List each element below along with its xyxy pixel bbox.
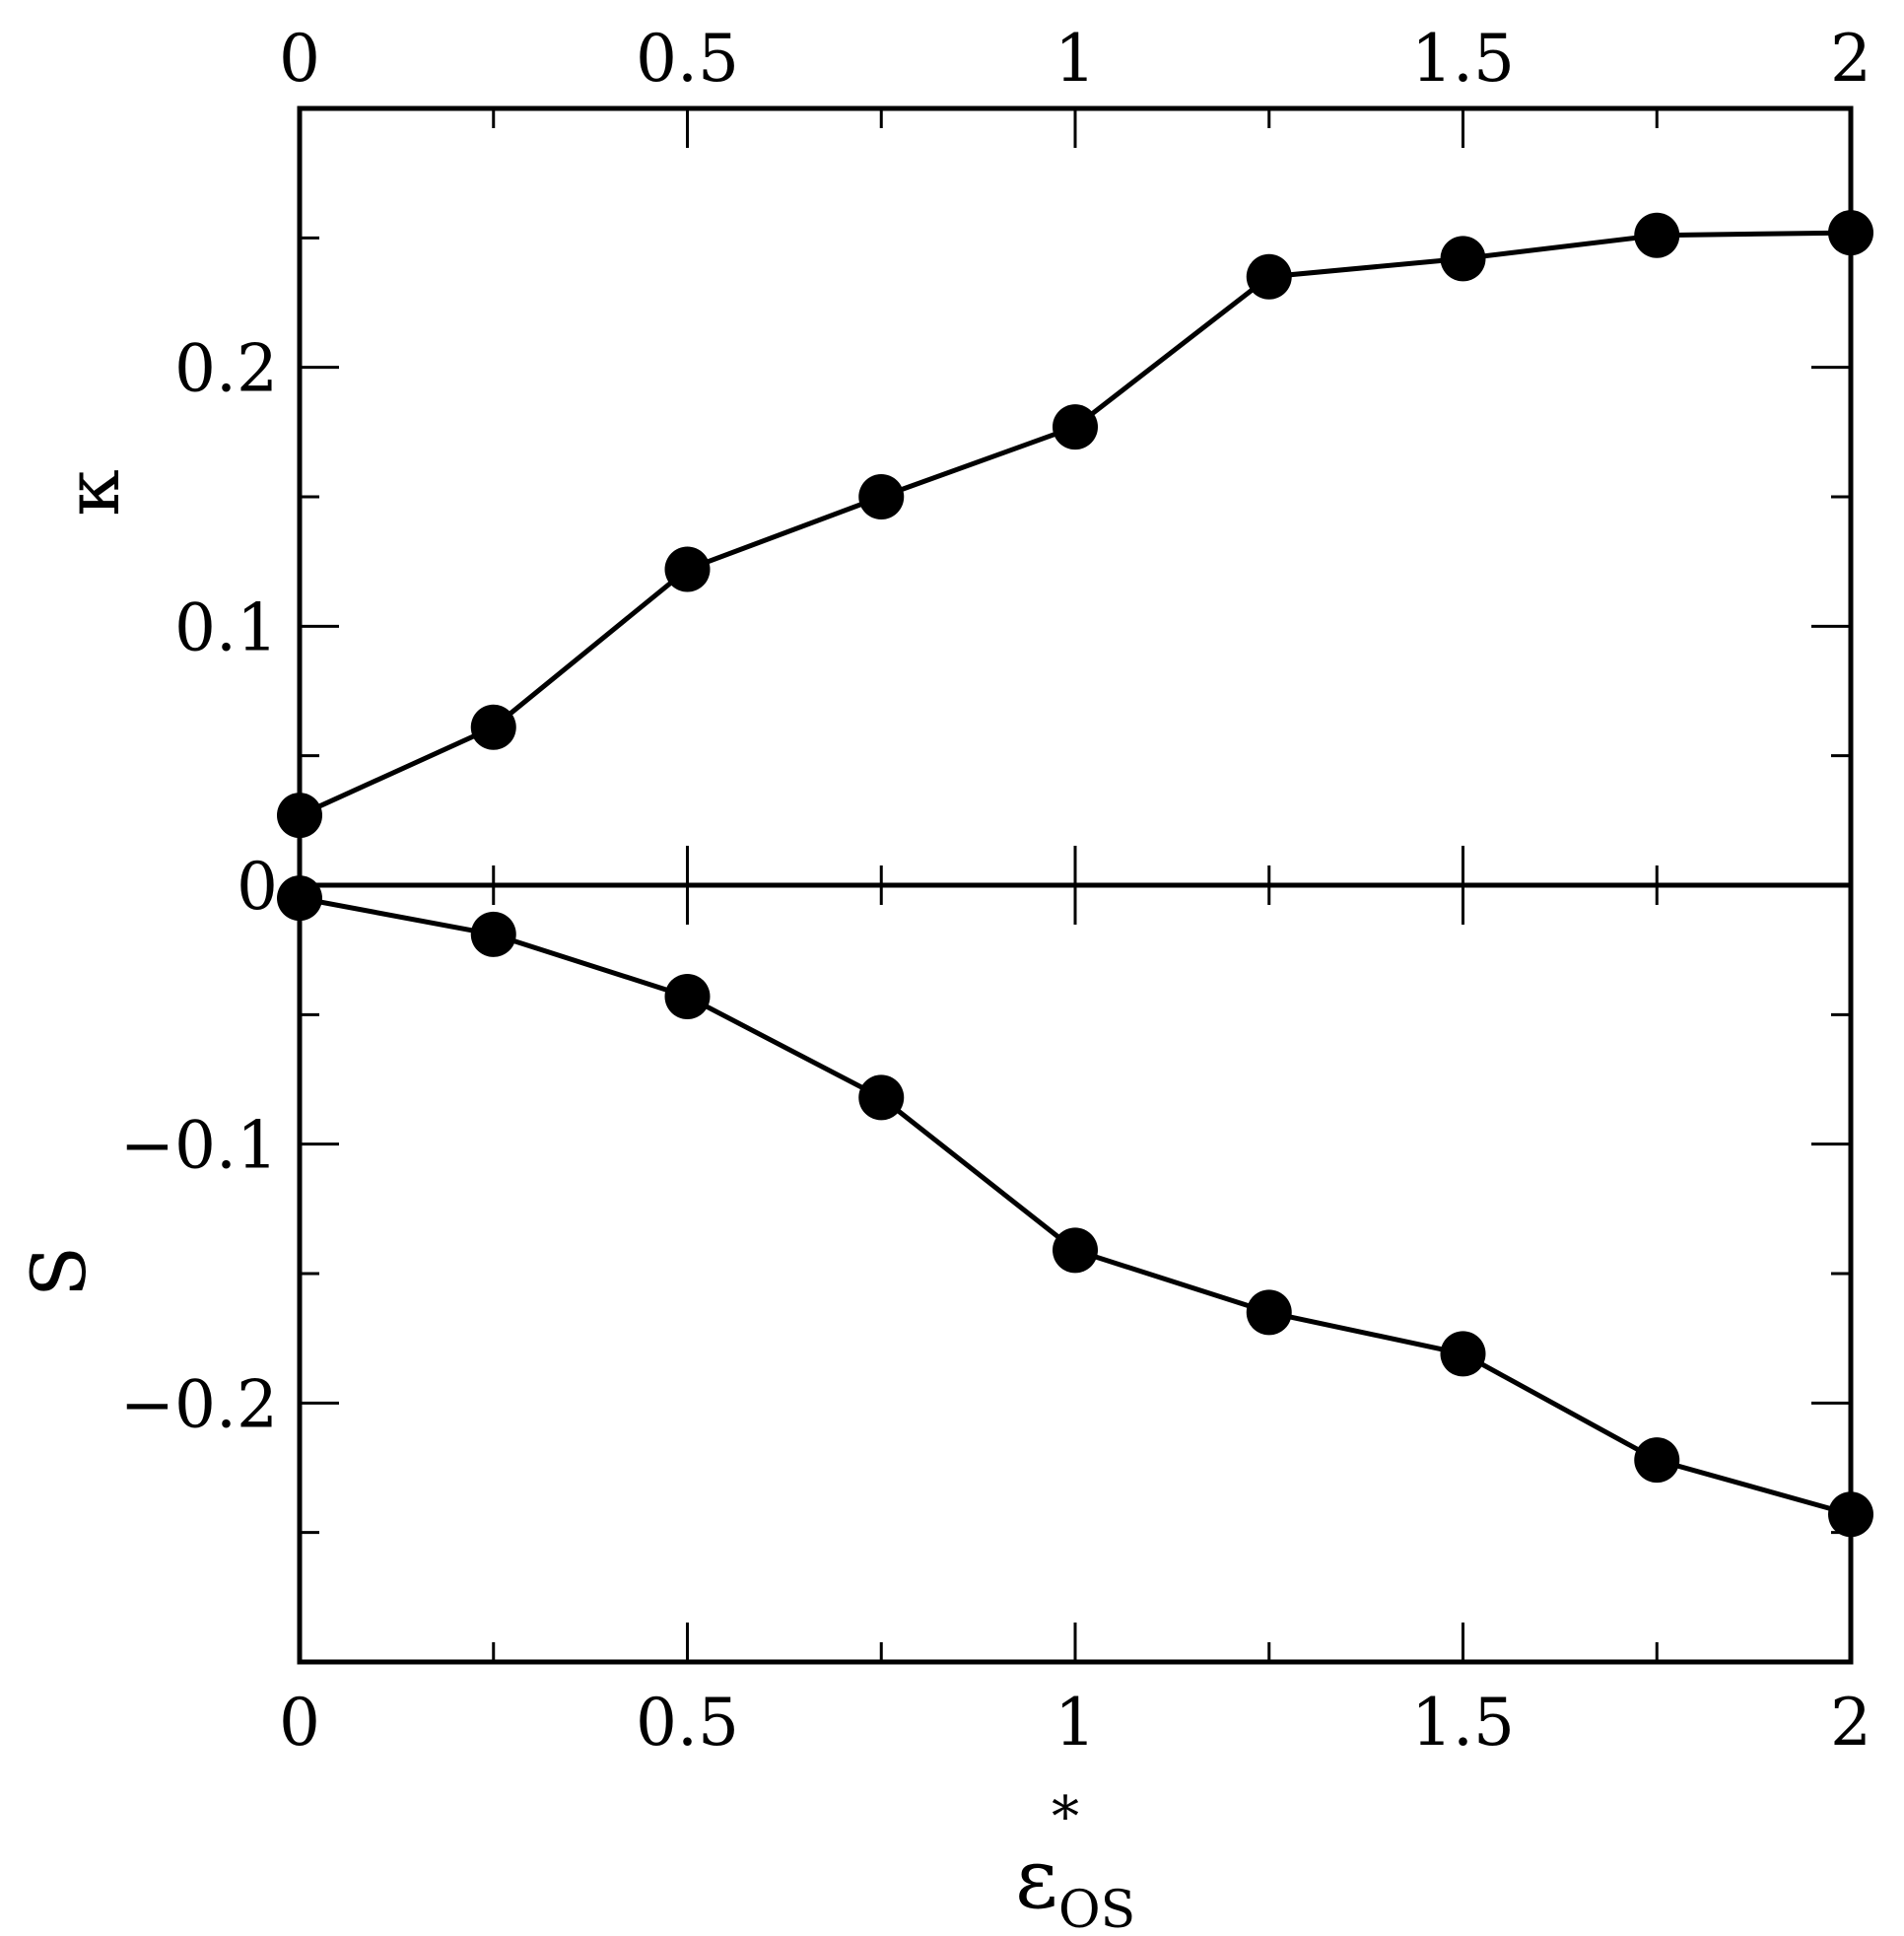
x-tick-label-top: 1.5 xyxy=(1411,21,1515,97)
data-point xyxy=(1440,236,1486,282)
data-point xyxy=(1828,1491,1873,1538)
x-tick-label-bottom: 1.5 xyxy=(1411,1685,1515,1761)
tick-labels: 0 0 0.5 0.5 1 1 1.5 1.5 2 2 0.2 0.1 0 −0.1 −0.2 xyxy=(120,21,1871,1761)
x-tick-label-bottom: 2 xyxy=(1830,1685,1871,1761)
y-tick-label: −0.1 xyxy=(120,1108,278,1184)
data-point xyxy=(1053,404,1098,450)
data-point xyxy=(664,973,711,1019)
data-point xyxy=(1246,253,1292,300)
x-tick-label-bottom: 1 xyxy=(1054,1685,1096,1761)
data-point xyxy=(1053,1227,1098,1274)
y-axis-label-s: S xyxy=(15,1246,102,1297)
x-tick-label-top: 2 xyxy=(1830,21,1871,97)
x-axis-label-main: ε xyxy=(1015,1831,1058,1927)
x-tick-label-top: 0.5 xyxy=(636,21,739,97)
data-point xyxy=(1246,1289,1292,1336)
series-line xyxy=(298,230,1852,818)
data-point xyxy=(664,546,711,592)
x-tick-label-bottom: 0 xyxy=(279,1685,320,1761)
x-tick-label-top: 0 xyxy=(279,21,320,97)
series-points xyxy=(277,210,1873,1538)
data-point xyxy=(858,1074,905,1121)
x-tick-label-top: 1 xyxy=(1054,21,1096,97)
y-tick-label: 0.1 xyxy=(174,589,278,665)
data-point xyxy=(1634,1437,1680,1484)
y-tick-label: 0.2 xyxy=(174,331,278,407)
data-point xyxy=(1634,212,1680,258)
data-point xyxy=(277,793,322,839)
y-tick-label: −0.2 xyxy=(120,1366,278,1442)
data-point xyxy=(277,875,322,922)
data-point xyxy=(1828,210,1873,256)
data-point xyxy=(1440,1331,1486,1377)
x-axis-label-superscript: * xyxy=(1052,1785,1079,1849)
x-tick-label-bottom: 0.5 xyxy=(636,1685,739,1761)
series-line xyxy=(299,895,1852,1517)
x-axis-label-subscript: OS xyxy=(1058,1881,1135,1936)
y-tick-label: 0 xyxy=(237,849,278,925)
data-point xyxy=(858,474,905,519)
y-axis-label-kappa: κ xyxy=(48,469,136,517)
data-point xyxy=(470,704,516,750)
data-point xyxy=(470,911,516,957)
x-axis-label: ε * OS xyxy=(1015,1785,1135,1936)
